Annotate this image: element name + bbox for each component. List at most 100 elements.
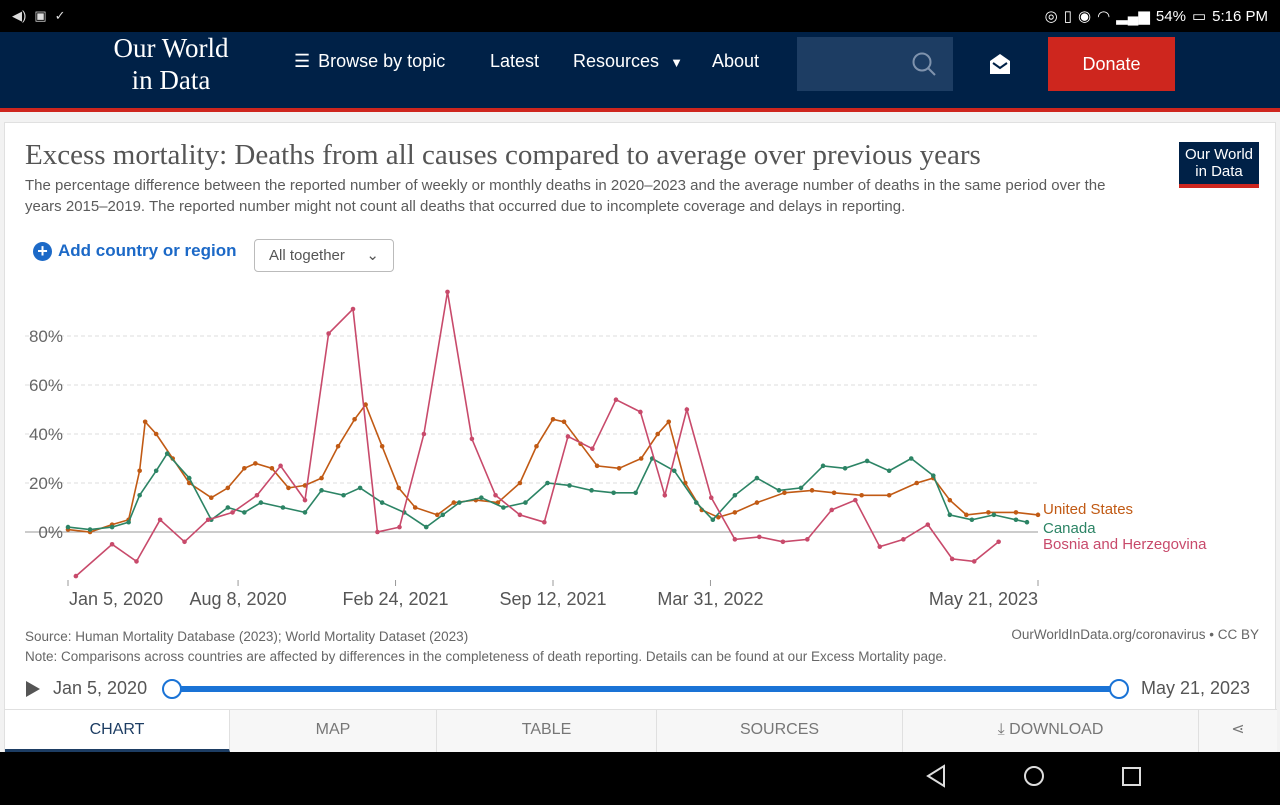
data-point	[73, 573, 79, 579]
signal-icon: ▂▄▆	[1116, 8, 1150, 25]
download-label: DOWNLOAD	[1009, 721, 1104, 738]
data-point	[242, 466, 247, 471]
data-point	[469, 436, 475, 442]
x-tick-label: Jan 5, 2020	[69, 589, 163, 609]
data-point	[534, 443, 539, 449]
browse-label: Browse by topic	[318, 51, 446, 71]
data-point	[87, 527, 93, 532]
battery-icon: ▭	[1191, 8, 1207, 25]
data-point	[254, 492, 260, 498]
tab-map[interactable]: MAP	[230, 710, 437, 752]
list-icon: ☰	[294, 51, 311, 71]
data-point	[457, 500, 462, 505]
browse-by-topic-link[interactable]: ☰ Browse by topic	[294, 51, 445, 72]
data-point	[930, 473, 936, 478]
data-point	[754, 475, 760, 481]
data-point	[153, 468, 159, 474]
facet-select[interactable]: All together ⌄	[254, 239, 394, 272]
owid-logo[interactable]: Our World in Data	[106, 32, 236, 96]
y-tick-label: 0%	[38, 523, 63, 542]
data-point	[396, 485, 401, 491]
tab-download[interactable]: ⤓ DOWNLOAD	[903, 710, 1199, 752]
data-point	[493, 492, 498, 498]
data-point	[350, 306, 356, 312]
play-icon[interactable]	[26, 681, 40, 697]
series-label: Canada	[1043, 520, 1096, 537]
line-chart[interactable]: 0% 20% 40% 60% 80% Jan 5, 2020 Aug 8, 2020 Feb …	[5, 123, 1277, 623]
latest-link[interactable]: Latest	[490, 51, 540, 71]
data-point	[434, 512, 440, 518]
share-button[interactable]: ⋖	[1199, 710, 1277, 752]
clock: 5:16 PM	[1212, 7, 1268, 25]
timeline-start-handle[interactable]	[162, 679, 182, 699]
data-point	[517, 480, 523, 486]
data-point	[594, 463, 600, 469]
x-tick-label: Sep 12, 2021	[499, 589, 606, 609]
tab-table[interactable]: TABLE	[437, 710, 657, 752]
data-point	[901, 537, 906, 542]
add-country-label: Add country or region	[58, 241, 237, 260]
data-point	[908, 456, 914, 461]
newsletter-icon[interactable]	[988, 52, 1012, 81]
donate-button[interactable]: Donate	[1048, 37, 1175, 91]
logo-line2: in Data	[131, 65, 211, 95]
data-point	[684, 407, 690, 412]
search-input[interactable]	[797, 37, 953, 91]
data-point	[286, 485, 291, 491]
tab-sources[interactable]: SOURCES	[657, 710, 903, 752]
data-point	[1013, 510, 1019, 515]
home-icon[interactable]	[1024, 766, 1044, 786]
data-point	[638, 456, 644, 461]
data-point	[269, 466, 275, 471]
data-point	[859, 492, 864, 498]
resources-menu[interactable]: Resources ▼	[573, 51, 683, 72]
data-point	[278, 463, 283, 469]
chart-frame: Excess mortality: Deaths from all causes…	[4, 122, 1277, 752]
data-point	[616, 466, 622, 471]
recents-icon[interactable]	[1122, 767, 1141, 786]
data-point	[109, 524, 115, 530]
site-header: Our World in Data ☰ Browse by topic Lates…	[0, 32, 1280, 112]
about-link[interactable]: About	[712, 51, 760, 71]
y-tick-label: 60%	[29, 376, 63, 395]
gallery-icon: ▣	[34, 8, 47, 23]
tab-chart[interactable]: CHART	[5, 710, 230, 752]
data-point	[716, 515, 721, 520]
data-point	[421, 431, 427, 437]
series-label: United States	[1043, 501, 1133, 518]
owid-badge[interactable]: Our World in Data	[1179, 142, 1259, 188]
data-point	[986, 510, 991, 515]
vibrate-icon: ▯	[1063, 8, 1073, 25]
data-point	[258, 500, 264, 505]
resources-label: Resources	[573, 51, 660, 71]
data-point	[780, 539, 786, 545]
y-tick-label: 20%	[29, 474, 63, 493]
data-point	[157, 517, 163, 523]
badge-line2: in Data	[1195, 163, 1243, 180]
back-icon[interactable]	[926, 764, 945, 788]
add-country-button[interactable]: + Add country or region	[33, 241, 237, 261]
chart-subtitle: The percentage difference between the re…	[25, 177, 1106, 215]
source-note[interactable]: Source: Human Mortality Database (2023);…	[25, 629, 469, 644]
data-point	[820, 463, 826, 469]
timeline-end-handle[interactable]	[1109, 679, 1129, 699]
data-point	[137, 492, 142, 498]
series-line	[67, 402, 1039, 533]
data-point	[590, 446, 595, 452]
logo-line1: Our World	[113, 33, 229, 63]
data-point	[638, 409, 643, 415]
data-point	[1024, 519, 1030, 525]
share-icon: ⋖	[1231, 721, 1245, 738]
license-link[interactable]: OurWorldInData.org/coronavirus • CC BY	[1011, 627, 1259, 642]
timeline: Jan 5, 2020 May 21, 2023	[23, 675, 1263, 705]
data-point	[671, 468, 677, 474]
data-point	[561, 419, 567, 425]
data-point	[440, 512, 446, 518]
data-point	[109, 541, 115, 547]
data-point	[886, 468, 892, 474]
data-point	[379, 443, 385, 449]
data-point	[397, 524, 402, 530]
data-point	[517, 512, 523, 518]
data-point	[971, 559, 977, 564]
data-point	[996, 539, 1001, 545]
